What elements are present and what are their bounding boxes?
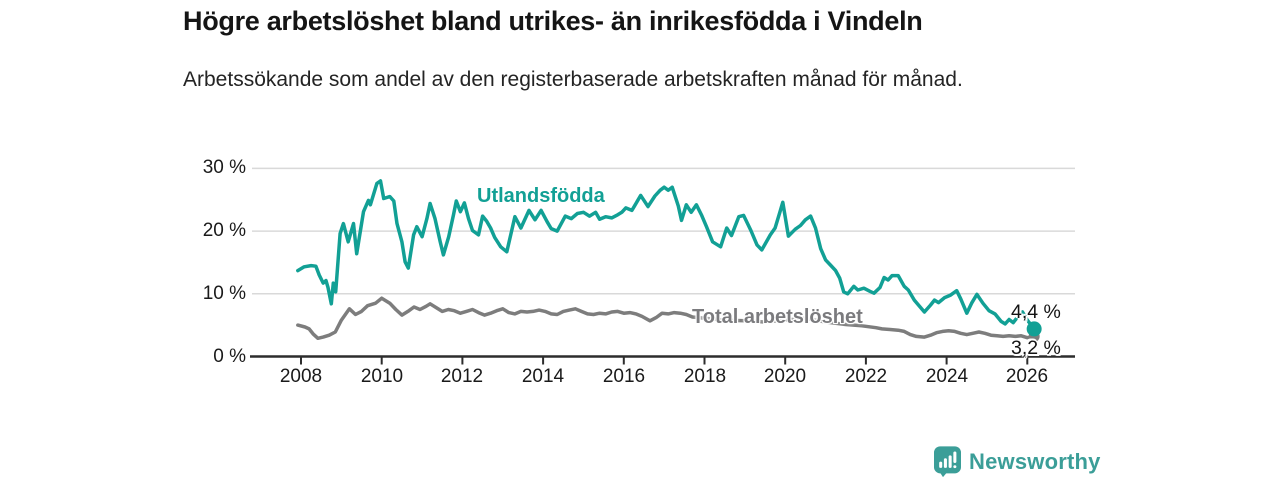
line-total (296, 296, 1036, 341)
x-tick-label: 2008 (279, 366, 323, 387)
x-tick-label: 2022 (844, 366, 888, 387)
y-tick-label: 10 % (202, 283, 246, 304)
end-value-total: 3,2 % (1011, 337, 1061, 359)
series-label-total-arbetsloshet: Total arbetslöshet (692, 306, 863, 328)
x-tick-label: 2020 (763, 366, 807, 387)
x-tick-label: 2014 (521, 366, 565, 387)
endpoint-dot (1026, 321, 1042, 337)
x-tick-label: 2016 (602, 366, 646, 387)
x-tick-label: 2026 (1005, 366, 1049, 387)
page-subtitle: Arbetssökande som andel av den registerb… (183, 68, 963, 91)
series-label-utlandsfodda: Utlandsfödda (477, 185, 605, 207)
x-tick-label: 2018 (683, 366, 727, 387)
line-utlandsfodda (296, 179, 1036, 331)
page-title: Högre arbetslöshet bland utrikes- än inr… (183, 6, 923, 36)
y-tick-label: 20 % (202, 220, 246, 241)
bar-chart-speech-bubble-icon (934, 446, 961, 478)
x-tick-label: 2012 (440, 366, 484, 387)
newsworthy-wordmark: Newsworthy (969, 448, 1101, 474)
x-tick-label: 2010 (360, 366, 404, 387)
y-tick-label: 0 % (213, 346, 246, 367)
end-value-utlandsfodda: 4,4 % (1011, 301, 1061, 323)
y-tick-label: 30 % (202, 157, 246, 178)
x-tick-label: 2024 (925, 366, 969, 387)
newsworthy-logo: Newsworthy (934, 446, 1101, 478)
